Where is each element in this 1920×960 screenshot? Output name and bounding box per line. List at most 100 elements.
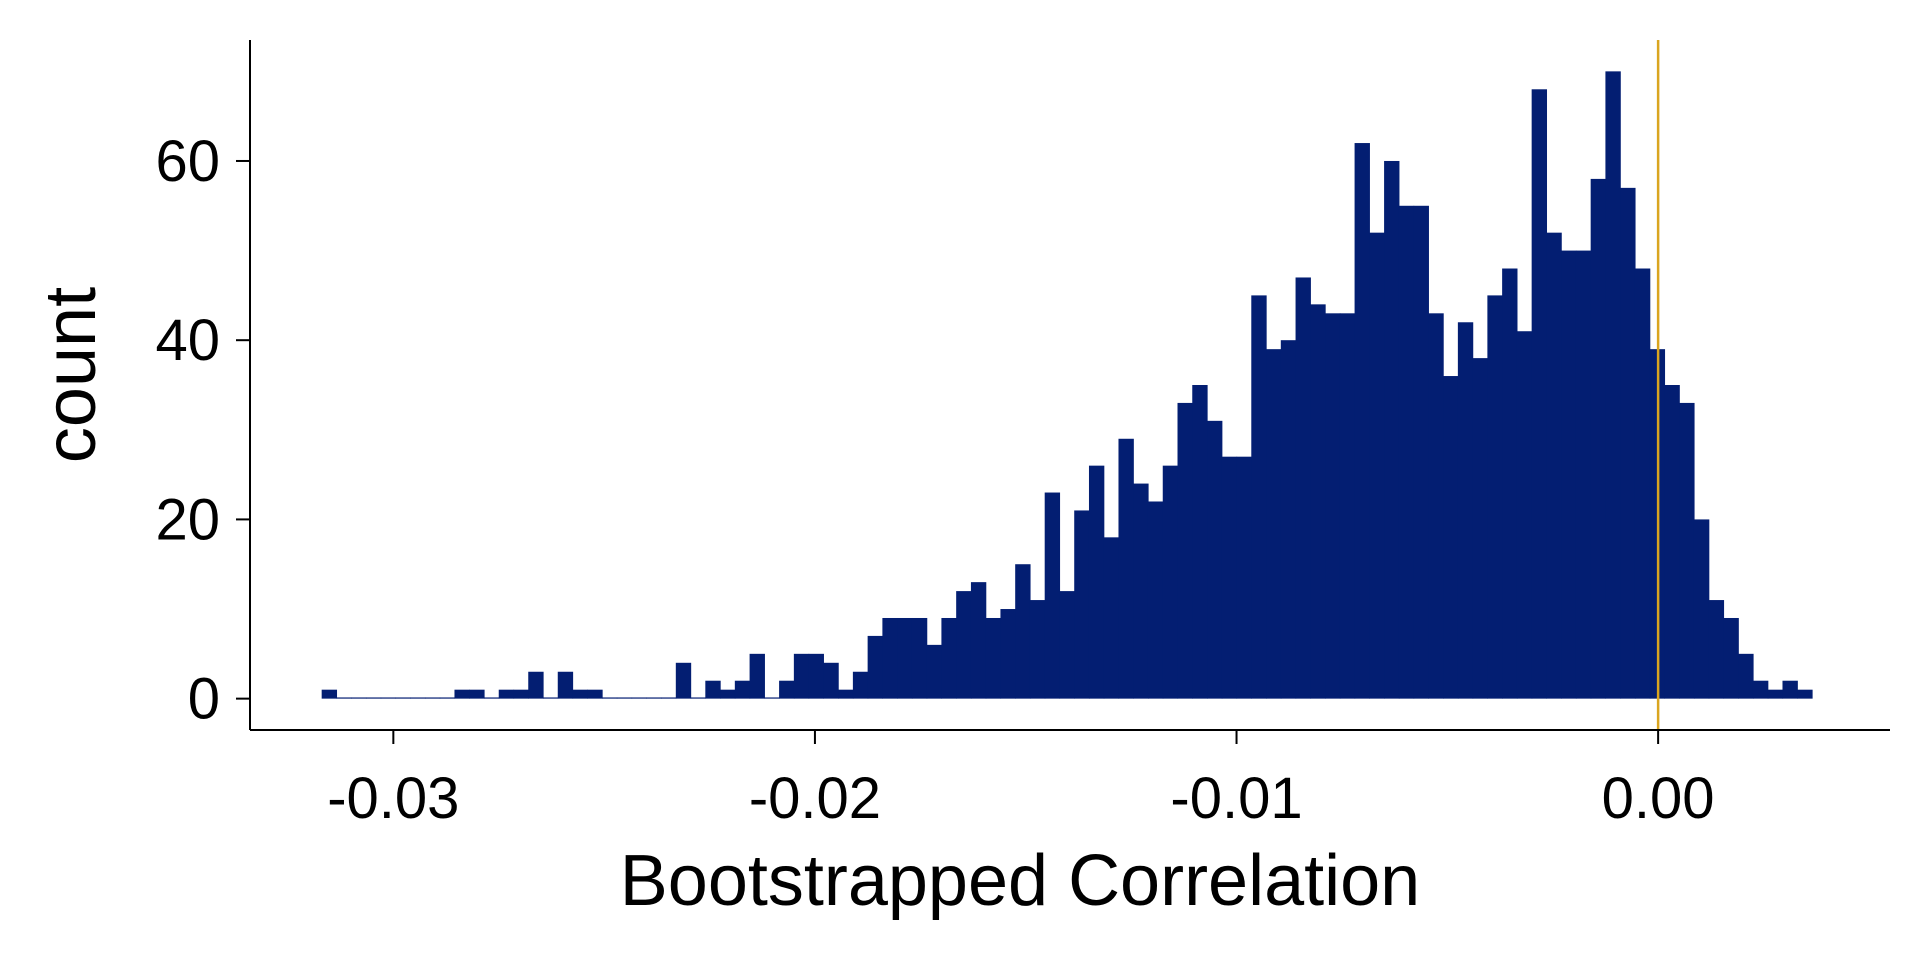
histogram-bar	[1044, 492, 1061, 699]
histogram-bar	[483, 697, 500, 699]
histogram-bar	[1059, 591, 1075, 699]
y-axis-title: count	[31, 287, 111, 463]
histogram-bar	[1310, 304, 1326, 699]
histogram-bar	[1693, 519, 1710, 699]
histogram-bar	[897, 617, 913, 699]
histogram-bar	[587, 689, 603, 699]
histogram-bar	[1590, 178, 1607, 699]
histogram-bar	[1575, 250, 1592, 699]
histogram-bar	[410, 697, 426, 699]
histogram-bar	[380, 697, 397, 699]
histogram-bar	[336, 697, 352, 699]
histogram-bar	[1147, 501, 1164, 699]
histogram-bar	[867, 635, 883, 699]
histogram-bar	[779, 680, 795, 699]
histogram-bar	[1546, 232, 1562, 699]
histogram-bar	[941, 617, 957, 699]
histogram-bar	[1384, 160, 1400, 699]
histogram-bar	[1192, 385, 1208, 699]
y-tick-label: 40	[155, 308, 220, 373]
histogram-bar	[793, 653, 810, 699]
histogram-bar	[882, 617, 898, 699]
histogram-bar	[1177, 402, 1193, 699]
histogram-bar	[1000, 609, 1016, 699]
histogram-bar	[1369, 232, 1385, 699]
histogram-bar	[1605, 71, 1621, 699]
x-axis-title: Bootstrapped Correlation	[620, 841, 1420, 921]
histogram-bars	[321, 71, 1813, 699]
histogram-bar	[1502, 268, 1518, 699]
histogram-bar	[528, 671, 544, 699]
histogram-bar	[1133, 483, 1149, 699]
histogram-bar	[513, 689, 529, 699]
histogram-bar	[1487, 295, 1503, 699]
histogram-bar	[985, 617, 1002, 699]
histogram-bar	[543, 697, 559, 699]
histogram-bar	[1295, 277, 1311, 699]
histogram-bar	[1162, 465, 1179, 699]
x-tick-label: 0.00	[1602, 766, 1715, 831]
y-tick-label: 0	[188, 667, 220, 732]
histogram-bar	[646, 697, 662, 699]
histogram-bar	[1221, 456, 1238, 699]
histogram-bar	[365, 697, 382, 699]
x-tick-label: -0.01	[1170, 766, 1302, 831]
histogram-bar	[602, 697, 618, 699]
histogram-bar	[764, 697, 780, 699]
histogram-bar	[1015, 564, 1031, 699]
histogram-bar	[852, 671, 869, 699]
histogram-bar	[808, 653, 824, 699]
histogram-bar	[1118, 438, 1134, 699]
histogram-bar	[424, 697, 441, 699]
histogram-bar	[557, 671, 574, 699]
histogram-bar	[1620, 187, 1636, 699]
histogram-bar	[1029, 600, 1046, 699]
histogram-bar	[1443, 376, 1459, 699]
histogram-bar	[321, 689, 338, 699]
histogram-bar	[616, 697, 633, 699]
histogram-bar	[1428, 313, 1444, 699]
histogram-bar	[1679, 402, 1695, 699]
histogram-bar	[1561, 250, 1577, 699]
histogram-bar	[1236, 456, 1252, 699]
histogram-bar	[675, 662, 692, 699]
histogram-bar	[734, 680, 751, 699]
histogram-bar	[1103, 537, 1120, 699]
histogram-bar	[749, 653, 765, 699]
histogram-bar	[1398, 205, 1415, 699]
histogram-bar	[690, 697, 706, 699]
y-tick-label: 60	[155, 129, 220, 194]
histogram-bar	[439, 697, 456, 699]
histogram-bar	[1251, 295, 1267, 699]
histogram-bar	[1723, 617, 1739, 699]
histogram-bar	[926, 644, 943, 699]
histogram-bar	[720, 689, 736, 699]
histogram-bar	[661, 697, 677, 699]
histogram-bar	[970, 582, 987, 699]
histogram-bar	[1797, 689, 1813, 699]
histogram-bar	[395, 697, 411, 699]
histogram-bar	[1088, 465, 1105, 699]
x-tick-label: -0.03	[327, 766, 459, 831]
histogram-bar	[572, 689, 588, 699]
histogram-bar	[1074, 510, 1090, 699]
histogram-bar	[1339, 313, 1356, 699]
histogram-bar	[1413, 205, 1429, 699]
histogram-bar	[823, 662, 839, 699]
histogram-bar	[1634, 268, 1651, 699]
histogram-bar	[1531, 89, 1548, 699]
histogram-bar	[1207, 420, 1223, 699]
histogram-bar	[498, 689, 515, 699]
histogram-bar	[705, 680, 721, 699]
histogram-bar	[1752, 680, 1769, 699]
histogram-bar	[1782, 680, 1798, 699]
histogram-bar	[454, 689, 470, 699]
histogram-bar	[1280, 340, 1297, 699]
histogram-bar	[351, 697, 367, 699]
histogram-bar	[1516, 331, 1533, 699]
x-tick-label: -0.02	[749, 766, 881, 831]
histogram-bar	[1472, 358, 1488, 699]
y-axis-ticks: 0 20 40 60	[155, 129, 250, 732]
histogram-bar	[1767, 689, 1784, 699]
